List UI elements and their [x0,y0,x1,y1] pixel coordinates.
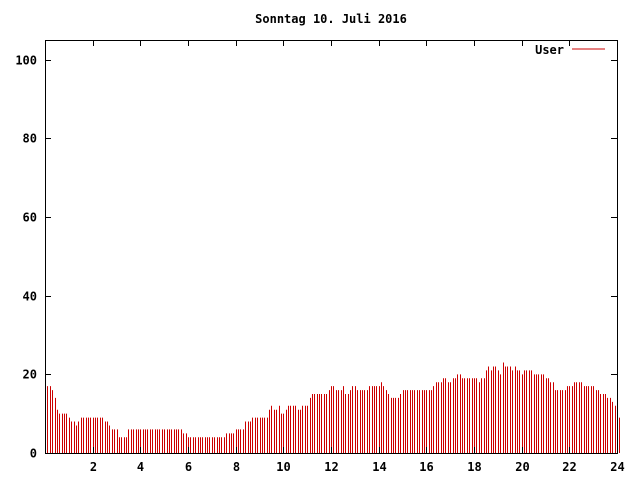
y-tick-label: 100 [15,54,37,68]
x-tick-label: 24 [610,460,624,474]
x-tick-label: 8 [233,460,240,474]
x-tick-label: 16 [419,460,433,474]
x-tick-label: 20 [515,460,529,474]
legend-label: User [535,43,564,57]
legend: User [535,43,605,57]
y-tick-label: 60 [23,211,37,225]
y-tick-label: 80 [23,132,37,146]
x-tick-label: 12 [324,460,338,474]
x-tick-label: 18 [467,460,481,474]
x-tick-label: 22 [562,460,576,474]
y-tick-label: 20 [23,368,37,382]
chart-title: Sonntag 10. Juli 2016 [255,12,407,26]
y-tick-label: 40 [23,290,37,304]
x-tick-label: 6 [185,460,192,474]
x-tick-label: 14 [372,460,386,474]
x-tick-label: 2 [90,460,97,474]
x-tick-label: 4 [137,460,144,474]
y-tick-label: 0 [30,447,37,461]
x-tick-label: 10 [276,460,290,474]
bars-layer [45,362,620,453]
